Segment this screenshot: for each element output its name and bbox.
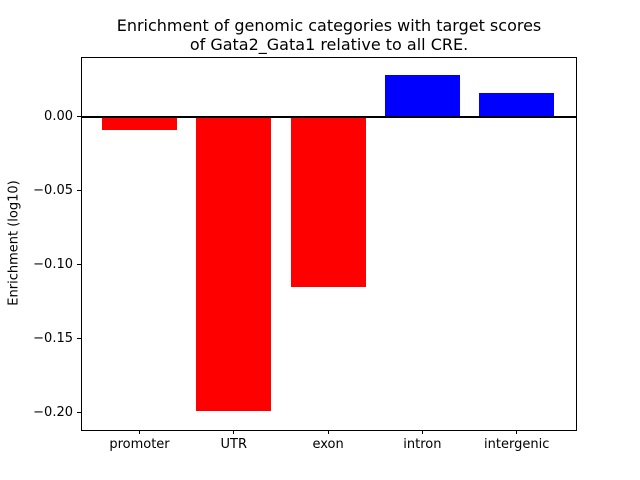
y-axis-tick-label: −0.20 (33, 404, 73, 420)
chart-title-line1: Enrichment of genomic categories with ta… (116, 16, 542, 35)
bar-UTR (196, 116, 272, 412)
chart-title: Enrichment of genomic categories with ta… (81, 16, 577, 54)
bar-intergenic (479, 92, 555, 117)
y-axis-tick-label: −0.05 (33, 182, 73, 198)
x-axis-tick-label-promoter: promoter (109, 437, 170, 452)
zero-line (82, 115, 576, 118)
chart-title-line2: of Gata2_Gata1 relative to all CRE. (189, 35, 469, 54)
x-axis-tick (139, 430, 140, 434)
y-axis-tick (77, 264, 81, 266)
x-axis-tick-label-UTR: UTR (220, 437, 248, 452)
x-axis-tick (233, 430, 235, 434)
x-axis-tick (327, 430, 329, 434)
x-axis-tick-label-intergenic: intergenic (484, 437, 550, 452)
y-axis-title: Enrichment (log10) (6, 180, 22, 306)
y-axis-tick-label: 0.00 (44, 108, 73, 124)
plot-area (81, 57, 577, 431)
x-axis-tick (421, 430, 423, 434)
x-axis-tick-label-intron: intron (403, 437, 442, 452)
x-axis-tick (516, 430, 518, 434)
bar-exon (290, 116, 366, 287)
y-axis-tick-label: −0.10 (33, 256, 73, 272)
bar-promoter (102, 116, 177, 130)
bar-intron (384, 75, 460, 117)
y-axis-tick-label: −0.15 (33, 330, 73, 346)
y-axis-tick (77, 338, 81, 340)
y-axis-tick (77, 412, 81, 414)
y-axis-tick (77, 116, 81, 118)
x-axis-tick-label-exon: exon (312, 437, 344, 452)
y-axis-tick (77, 190, 81, 192)
